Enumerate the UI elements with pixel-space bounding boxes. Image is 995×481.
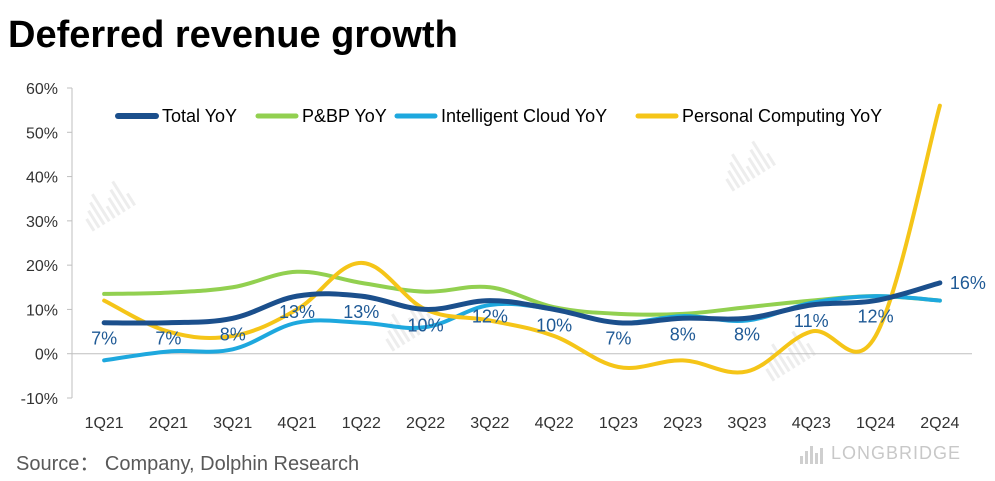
watermark-group [85,140,817,382]
y-tick-label: 10% [26,302,58,319]
x-tick-label: 1Q22 [342,415,381,432]
x-tick-label: 3Q21 [213,415,252,432]
source-note: Source： Company, Dolphin Research [16,453,360,475]
watermark [85,180,137,232]
data-label: 12% [472,307,508,327]
data-label: 16% [950,273,986,293]
series-lines [101,103,943,375]
line-chart: 60% 50% 40% 30% 20% 10% 0% -10% 1Q21 2Q21 3Q21 4Q21… [21,81,986,432]
chart-title: Deferred revenue growth [8,14,458,56]
axes: 60% 50% 40% 30% 20% 10% 0% -10% 1Q21 2Q21 3Q21 4Q21… [21,81,972,432]
series-line-personal-computing-yoy [102,103,942,375]
x-tick-label: 2Q22 [406,415,445,432]
data-label: 8% [220,324,246,344]
data-label: 7% [155,329,181,349]
data-label: 13% [343,302,379,322]
data-label: 11% [794,311,829,331]
y-tick-label: 30% [26,214,58,231]
y-tick-label: -10% [21,391,58,408]
watermark [765,330,817,382]
series-line-p-bp-yoy [102,269,942,317]
data-label: 10% [408,315,444,335]
watermark [725,140,777,192]
legend-label: Personal Computing YoY [682,106,882,126]
longbridge-logo: LONGBRIDGE [800,443,961,464]
x-tick-label: 1Q21 [85,415,124,432]
y-tick-label: 40% [26,170,58,187]
x-tick-label: 3Q22 [470,415,509,432]
x-tick-label: 2Q24 [920,415,959,432]
data-labels: 7% 7% 8% 13% 13% 10% 12% 10% 7% 8% 8% 11% 12% 16% [91,273,986,349]
y-tick-label: 20% [26,258,58,275]
logo-text: LONGBRIDGE [831,443,962,463]
x-tick-label: 2Q23 [663,415,702,432]
x-tick-label: 1Q23 [599,415,638,432]
data-label: 10% [536,315,572,335]
logo-bars-icon [800,443,825,464]
data-label: 8% [734,324,760,344]
data-label: 12% [858,307,894,327]
x-tick-label: 3Q23 [727,415,766,432]
legend: Total YoY P&BP YoY Intelligent Cloud YoY Pe… [115,106,882,126]
y-tick-label: 60% [26,81,58,98]
y-tick-label: 50% [26,125,58,142]
x-tick-label: 1Q24 [856,415,895,432]
data-label: 7% [605,329,631,349]
legend-label: Total YoY [162,106,237,126]
data-label: 13% [279,302,315,322]
data-label: 7% [91,329,117,349]
x-tick-label: 4Q23 [792,415,831,432]
x-tick-label: 4Q22 [535,415,574,432]
legend-label: Intelligent Cloud YoY [441,106,607,126]
x-tick-label: 2Q21 [149,415,188,432]
series-line-total-yoy [101,280,943,326]
y-tick-label: 0% [35,347,58,364]
x-tick-label: 4Q21 [277,415,316,432]
legend-label: P&BP YoY [302,106,387,126]
data-label: 8% [670,324,696,344]
